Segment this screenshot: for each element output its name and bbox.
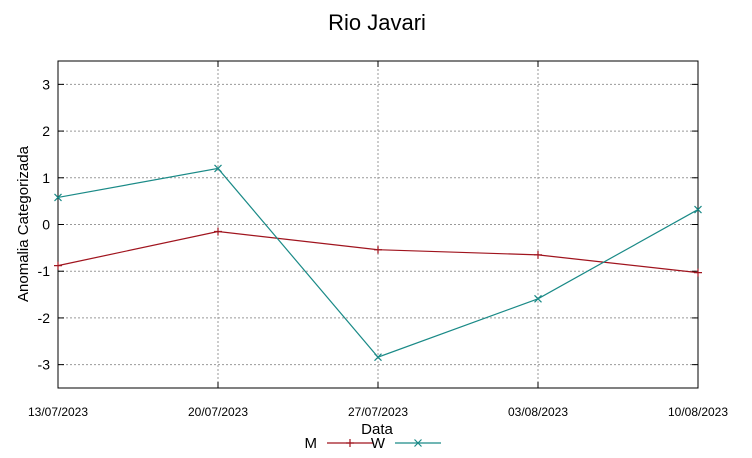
data-point-M xyxy=(374,245,382,254)
chart-title: Rio Javari xyxy=(328,10,426,35)
data-point-M xyxy=(534,250,542,259)
legend-label: M xyxy=(305,435,318,452)
x-tick-label: 20/07/2023 xyxy=(188,405,248,419)
x-tick-label: 10/08/2023 xyxy=(668,405,728,419)
y-tick-label: 3 xyxy=(42,76,50,92)
legend-marker-W xyxy=(414,439,422,447)
y-tick-label: -2 xyxy=(38,310,51,326)
data-point-W xyxy=(534,294,542,303)
legend-label: W xyxy=(371,435,386,452)
data-point-M xyxy=(214,227,222,236)
data-point-M xyxy=(54,261,62,270)
y-tick-label: 0 xyxy=(42,217,50,233)
x-tick-label: 03/08/2023 xyxy=(508,405,568,419)
data-point-W xyxy=(374,353,382,362)
y-axis-label: Anomalia Categorizada xyxy=(15,145,32,302)
data-point-W xyxy=(214,164,222,173)
y-tick-label: -1 xyxy=(38,263,51,279)
y-tick-label: 1 xyxy=(42,170,50,186)
data-point-W xyxy=(54,193,62,202)
data-point-W xyxy=(694,205,702,214)
x-tick-label: 13/07/2023 xyxy=(28,405,88,419)
plot-frame xyxy=(57,60,699,389)
x-axis-label: Data xyxy=(361,421,393,438)
y-tick-label: 2 xyxy=(42,123,50,139)
x-tick-label: 27/07/2023 xyxy=(348,405,408,419)
y-tick-label: -3 xyxy=(38,357,51,373)
data-point-M xyxy=(694,268,702,277)
legend-marker-M xyxy=(346,439,354,447)
